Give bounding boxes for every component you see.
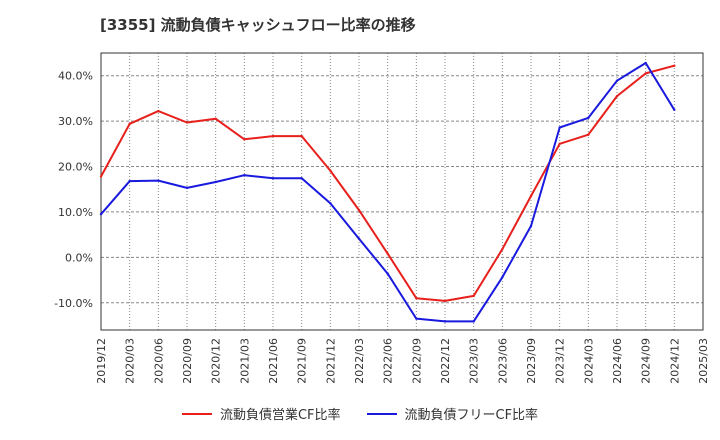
series-point-0 [99,175,103,178]
series-point-0 [214,117,217,121]
series-point-1 [185,186,189,190]
x-tick-label: 2025/03 [697,338,710,384]
y-tick-label: 0.0% [65,251,93,264]
series-point-0 [128,122,131,126]
series-point-1 [214,180,217,184]
plot-area [101,53,703,330]
series-point-1 [271,177,275,180]
x-tick-label: 2020/12 [210,338,223,384]
series-point-0 [443,299,447,303]
series-point-1 [329,202,332,205]
x-tick-label: 2022/09 [410,338,423,384]
x-tick-label: 2024/09 [640,338,653,384]
y-tick-label: 40.0% [58,70,93,83]
series-point-0 [300,134,303,138]
x-tick-label: 2021/09 [296,338,309,384]
chart-title: [3355] 流動負債キャッシュフロー比率の推移 [100,16,416,34]
x-tick-label: 2022/06 [382,338,395,384]
series-point-0 [243,138,246,141]
series-point-0 [587,133,590,136]
series-point-1 [644,61,647,65]
series-point-1 [615,79,619,82]
series-point-0 [558,142,561,146]
series-point-0 [185,121,189,124]
legend: 流動負債営業CF比率 流動負債フリーCF比率 [0,404,720,423]
x-tick-label: 2021/03 [238,338,251,384]
y-tick-label: 20.0% [58,161,93,174]
series-point-0 [501,247,504,251]
series-point-0 [529,194,533,198]
series-point-1 [128,179,131,183]
x-tick-label: 2022/03 [353,338,366,384]
legend-item-operating-cf: 流動負債営業CF比率 [181,404,341,423]
series-point-1 [157,179,160,182]
series-point-0 [415,297,418,300]
series-point-0 [386,252,389,255]
series-point-1 [558,126,561,129]
legend-swatch-operating-cf [181,412,212,415]
series-point-1 [472,320,475,323]
y-tick-label: 30.0% [58,115,93,128]
series-point-1 [443,320,447,323]
legend-label-operating-cf: 流動負債営業CF比率 [219,408,341,423]
x-tick-label: 2020/06 [152,338,165,384]
x-tick-label: 2024/12 [668,338,681,384]
legend-label-free-cf: 流動負債フリーCF比率 [404,408,539,423]
series-point-1 [415,317,418,320]
series-point-0 [615,94,619,98]
series-point-1 [501,276,504,279]
series-point-1 [587,116,590,120]
x-tick-label: 2019/12 [95,338,108,384]
x-tick-label: 2021/06 [267,338,280,384]
series-point-0 [673,64,676,67]
x-tick-label: 2023/03 [468,338,481,384]
series-point-0 [357,208,361,212]
series-point-1 [99,213,103,216]
x-tick-label: 2023/12 [554,338,567,384]
series-point-1 [386,272,389,275]
legend-swatch-free-cf [366,412,397,415]
plot-border [100,52,704,331]
x-tick-label: 2022/12 [439,338,452,384]
series-point-1 [300,177,303,180]
x-tick-label: 2024/06 [611,338,624,384]
x-tick-label: 2020/09 [181,338,194,384]
y-tick-label: 10.0% [58,206,93,219]
x-tick-label: 2023/06 [496,338,509,384]
series-point-1 [529,224,533,228]
series-point-1 [673,108,676,111]
x-tick-label: 2024/03 [582,338,595,384]
series-point-0 [644,72,647,75]
legend-item-free-cf: 流動負債フリーCF比率 [366,404,539,423]
x-tick-label: 2023/09 [525,338,538,384]
x-tick-label: 2020/03 [124,338,137,384]
series-point-0 [271,134,275,138]
series-point-0 [157,109,160,113]
series-point-0 [329,169,332,172]
series-point-1 [357,237,361,240]
series-point-1 [243,173,246,177]
x-tick-label: 2021/12 [324,338,337,384]
y-tick-label: -10.0% [54,297,93,310]
series-point-0 [472,294,475,298]
